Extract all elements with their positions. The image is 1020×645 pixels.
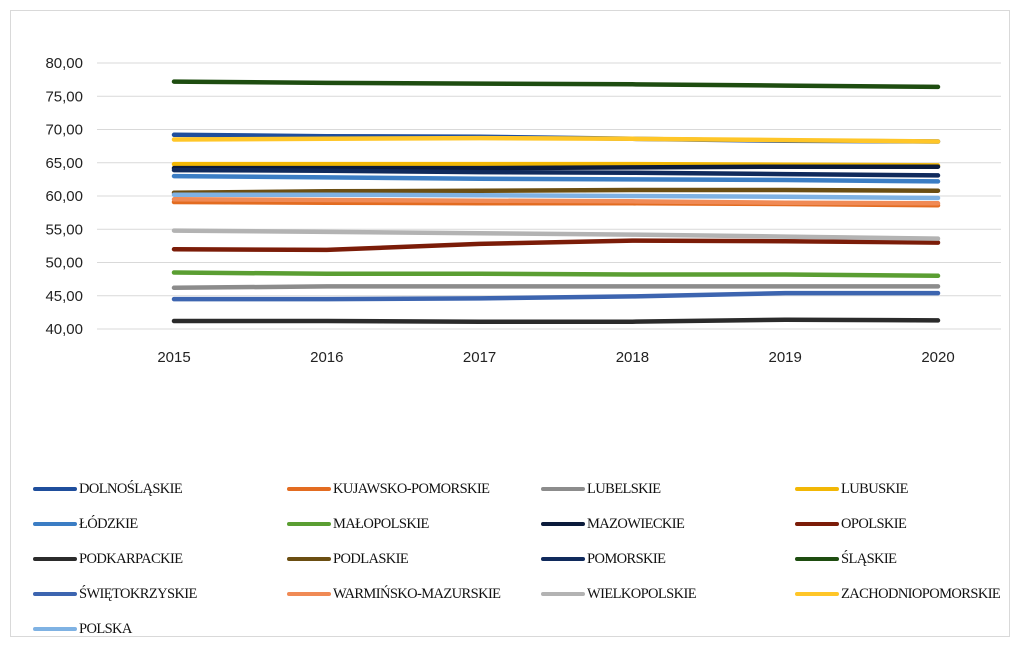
series-line — [171, 197, 941, 206]
legend-item: ZACHODNIOPOMORSKIE — [795, 578, 1020, 610]
series-line — [171, 135, 941, 144]
legend-item: PODKARPACKIE — [33, 543, 287, 575]
legend-label: KUJAWSKO-POMORSKIE — [333, 480, 490, 497]
x-tick-label: 2020 — [921, 349, 954, 366]
y-tick-label: 55,00 — [45, 221, 83, 238]
legend-item: KUJAWSKO-POMORSKIE — [287, 473, 541, 505]
legend-swatch — [541, 592, 585, 596]
legend-item: POLSKA — [33, 613, 287, 645]
legend-swatch — [287, 487, 331, 491]
legend-swatch — [795, 592, 839, 596]
series-line — [171, 238, 941, 253]
series-line — [171, 228, 941, 241]
legend-label: MAŁOPOLSKIE — [333, 515, 429, 532]
y-tick-label: 60,00 — [45, 188, 83, 205]
series-lines — [171, 79, 941, 324]
series-line — [171, 173, 941, 184]
legend-swatch — [541, 522, 585, 526]
legend-swatch — [287, 592, 331, 596]
y-tick-label: 45,00 — [45, 288, 83, 305]
series-line — [171, 167, 941, 178]
legend-swatch — [795, 557, 839, 561]
chart-frame: 40,00 45,00 50,00 55,00 60,00 65,00 70,00 75,00… — [10, 10, 1010, 637]
legend-label: ŚLĄSKIE — [841, 550, 897, 567]
legend-item: ŚWIĘTOKRZYSKIE — [33, 578, 287, 610]
legend-item: POMORSKIE — [541, 543, 795, 575]
legend-label: OPOLSKIE — [841, 515, 907, 532]
x-tick-label: 2017 — [463, 349, 496, 366]
legend-item: MAŁOPOLSKIE — [287, 508, 541, 540]
legend-item: DOLNOŚLĄSKIE — [33, 473, 287, 505]
series-line — [171, 290, 941, 302]
series-line — [171, 192, 941, 201]
legend-item: LUBELSKIE — [541, 473, 795, 505]
legend-item: LUBUSKIE — [795, 473, 1020, 505]
legend-swatch — [33, 557, 77, 561]
y-tick-label: 70,00 — [45, 122, 83, 139]
legend-label: MAZOWIECKIE — [587, 515, 685, 532]
legend-label: PODKARPACKIE — [79, 550, 183, 567]
series-line — [171, 270, 941, 279]
y-tick-label: 40,00 — [45, 321, 83, 338]
legend-item: ŁÓDZKIE — [33, 508, 287, 540]
legend-swatch — [33, 487, 77, 491]
legend-label: PODLASKIE — [333, 550, 409, 567]
legend-label: LUBUSKIE — [841, 480, 909, 497]
series-line — [171, 187, 941, 195]
legend-label: WARMIŃSKO-MAZURSKIE — [333, 585, 501, 602]
series-line — [171, 164, 941, 171]
legend-swatch — [33, 627, 77, 631]
legend-label: ŚWIĘTOKRZYSKIE — [79, 585, 197, 602]
legend-item: WARMIŃSKO-MAZURSKIE — [287, 578, 541, 610]
legend-label: POMORSKIE — [587, 550, 666, 567]
x-axis-ticks: 2015 2016 2017 2018 2019 2020 — [157, 349, 954, 366]
x-tick-label: 2018 — [616, 349, 649, 366]
legend: DOLNOŚLĄSKIE KUJAWSKO-POMORSKIE LUBELSKIE L… — [33, 473, 1020, 645]
legend-label: POLSKA — [79, 620, 132, 637]
legend-swatch — [287, 522, 331, 526]
legend-swatch — [795, 487, 839, 491]
legend-swatch — [287, 557, 331, 561]
legend-swatch — [541, 487, 585, 491]
x-tick-label: 2019 — [769, 349, 802, 366]
legend-label: ZACHODNIOPOMORSKIE — [841, 585, 1001, 602]
legend-swatch — [33, 592, 77, 596]
legend-item: MAZOWIECKIE — [541, 508, 795, 540]
legend-label: WIELKOPOLSKIE — [587, 585, 697, 602]
series-line — [171, 317, 941, 324]
legend-item: ŚLĄSKIE — [795, 543, 1020, 575]
legend-item: PODLASKIE — [287, 543, 541, 575]
line-chart-plot: 40,00 45,00 50,00 55,00 60,00 65,00 70,00 75,00… — [45, 55, 1001, 366]
y-tick-label: 50,00 — [45, 255, 83, 272]
y-axis-ticks: 40,00 45,00 50,00 55,00 60,00 65,00 70,00 75,00… — [45, 55, 83, 338]
series-line — [171, 284, 941, 291]
legend-item: OPOLSKIE — [795, 508, 1020, 540]
legend-item: WIELKOPOLSKIE — [541, 578, 795, 610]
series-line — [171, 79, 941, 90]
legend-label: ŁÓDZKIE — [79, 515, 138, 532]
legend-label: DOLNOŚLĄSKIE — [79, 480, 183, 497]
x-tick-label: 2016 — [310, 349, 343, 366]
x-tick-label: 2015 — [157, 349, 190, 366]
legend-label: LUBELSKIE — [587, 480, 661, 497]
y-tick-label: 80,00 — [45, 55, 83, 72]
y-tick-label: 65,00 — [45, 155, 83, 172]
legend-swatch — [795, 522, 839, 526]
legend-swatch — [541, 557, 585, 561]
y-tick-label: 75,00 — [45, 88, 83, 105]
legend-swatch — [33, 522, 77, 526]
